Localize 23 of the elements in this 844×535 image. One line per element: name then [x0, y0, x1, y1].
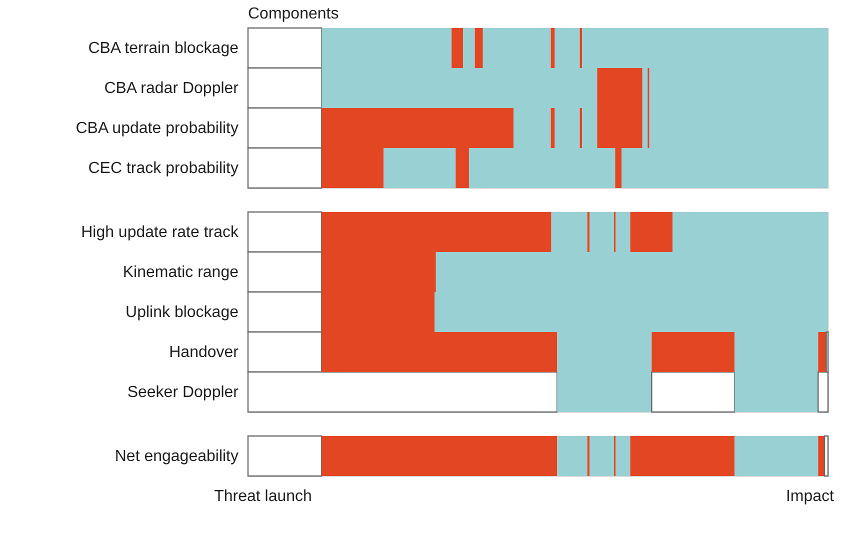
bar: [734, 436, 818, 476]
bar: [652, 332, 735, 372]
bar: [557, 436, 588, 476]
y-tick-label: Handover: [169, 344, 240, 361]
bar: [824, 435, 829, 477]
bar: [818, 332, 826, 372]
y-tick-label: CBA update probability: [76, 120, 238, 137]
y-tick-label: Uplink blockage: [126, 304, 239, 321]
chart-title: Components: [248, 5, 339, 22]
bar: [630, 212, 673, 252]
y-tick-label: CBA radar Doppler: [104, 80, 240, 97]
bar: [818, 436, 825, 476]
y-tick-label: Net engageability: [114, 448, 238, 465]
y-tick-label: CEC track probability: [88, 160, 238, 177]
annotation: Threat launch: [214, 488, 312, 505]
y-tick-label: CBA terrain blockage: [88, 40, 239, 57]
annotation: Impact: [786, 488, 835, 505]
bar: [630, 436, 735, 476]
y-tick-label: Kinematic range: [122, 264, 239, 281]
bar: [322, 436, 558, 476]
y-tick-label: Seeker Doppler: [127, 384, 240, 401]
bar: [247, 435, 322, 477]
y-tick-label: High update rate track: [81, 224, 240, 241]
